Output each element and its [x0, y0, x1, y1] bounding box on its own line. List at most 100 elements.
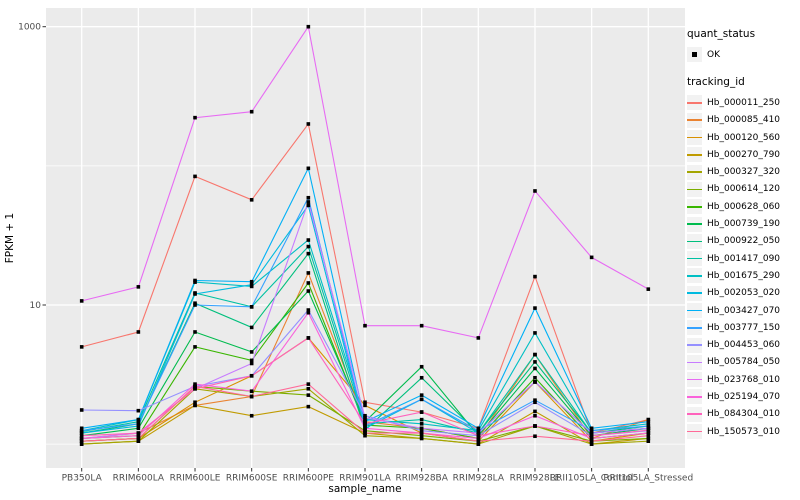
data-point: [249, 109, 254, 114]
data-point: [249, 413, 254, 418]
data-point: [589, 428, 594, 433]
x-tick-label: RRIM928LE: [510, 474, 561, 484]
legend-color-key: [687, 389, 702, 405]
data-point: [533, 413, 537, 418]
x-tick-label: RRIM600SE: [226, 474, 278, 484]
data-point: [476, 436, 481, 441]
ok-marker-key: [687, 47, 702, 63]
x-tick-label: RRIM928LA: [453, 474, 505, 484]
data-point: [306, 200, 311, 204]
legend-item-ok: OK: [687, 46, 799, 63]
data-point: [136, 433, 141, 438]
legend-line-icon: [687, 396, 702, 398]
color-legend-title: tracking_id: [687, 76, 745, 89]
y-tick-label: 10: [30, 301, 42, 311]
legend-line-icon: [687, 326, 702, 329]
data-point: [419, 433, 424, 438]
x-tick-label: RRII105LA_Stressed: [603, 474, 693, 484]
data-point: [306, 24, 311, 29]
legend-line-icon: [687, 378, 702, 381]
legend-item: Hb_004453_060: [687, 336, 799, 353]
legend-line-icon: [687, 344, 702, 346]
data-point: [193, 278, 197, 283]
data-point: [136, 419, 141, 424]
data-point: [533, 375, 537, 380]
data-point: [306, 251, 311, 256]
data-point: [79, 426, 84, 431]
legend-color-key: [687, 372, 702, 388]
data-point: [533, 366, 537, 371]
legend-item: Hb_150573_010: [687, 423, 799, 440]
data-point: [419, 417, 424, 422]
data-point: [419, 323, 424, 328]
data-point: [646, 436, 651, 441]
color-legend-items: Hb_000011_250 Hb_000085_410 Hb_000120_560 H…: [687, 94, 799, 440]
data-point: [363, 417, 367, 422]
legend-item: Hb_000120_560: [687, 129, 799, 146]
data-point: [419, 393, 424, 397]
legend-line-icon: [687, 292, 702, 294]
data-point: [363, 419, 367, 424]
legend-item: Hb_023768_010: [687, 371, 799, 388]
x-tick-label: RRIM901LA: [339, 474, 391, 484]
data-point: [363, 426, 367, 431]
data-point: [249, 350, 254, 354]
data-point: [306, 289, 311, 293]
data-point: [476, 433, 481, 438]
data-point: [79, 431, 84, 435]
data-point: [306, 281, 311, 285]
data-point: [136, 426, 141, 431]
data-point: [363, 413, 367, 418]
data-point: [193, 403, 197, 408]
legend-color-key: [687, 216, 702, 232]
data-point: [249, 389, 254, 394]
data-point: [363, 323, 367, 328]
data-point: [193, 174, 197, 179]
color-legend: tracking_id Hb_000011_250 Hb_000085_410 Hb…: [687, 75, 799, 440]
data-point: [646, 433, 651, 438]
legend-item: Hb_000270_790: [687, 146, 799, 163]
data-point: [249, 394, 254, 399]
y-axis-title: FPKM + 1: [4, 213, 16, 263]
legend-item: Hb_005784_050: [687, 354, 799, 371]
shape-legend-title: quant_status: [687, 28, 756, 40]
data-point: [533, 409, 537, 414]
data-point: [306, 203, 311, 208]
data-point: [476, 426, 481, 431]
legend-item-label: Hb_000270_790: [707, 149, 781, 160]
x-tick-label: RRIM600LE: [170, 474, 221, 484]
data-point: [476, 428, 481, 433]
data-point: [589, 426, 594, 431]
data-point: [136, 424, 141, 428]
data-point: [419, 375, 424, 380]
data-point: [363, 400, 367, 405]
data-point: [79, 436, 84, 441]
legend-item: Hb_025194_070: [687, 388, 799, 405]
data-point: [363, 433, 367, 438]
data-point: [419, 436, 424, 441]
data-point: [589, 255, 594, 260]
data-point: [476, 431, 481, 435]
legend-item: Hb_001675_290: [687, 267, 799, 284]
data-point: [363, 424, 367, 428]
legend-item: Hb_003427_070: [687, 302, 799, 319]
legend-color-key: [687, 337, 702, 353]
data-point: [193, 115, 197, 120]
data-point: [193, 330, 197, 334]
data-point: [136, 422, 141, 426]
data-point: [136, 285, 141, 289]
legend-item: Hb_003777_150: [687, 319, 799, 336]
data-point: [589, 433, 594, 438]
legend-line-icon: [687, 102, 702, 104]
legend-line-icon: [687, 119, 702, 122]
data-point: [533, 380, 537, 384]
data-point: [193, 382, 197, 386]
data-point: [193, 400, 197, 405]
data-point: [136, 408, 141, 413]
data-point: [533, 274, 537, 279]
legend-item-label: Hb_001417_090: [707, 253, 781, 264]
data-point: [136, 431, 141, 435]
legend-color-key: [687, 268, 702, 284]
data-point: [646, 428, 651, 432]
